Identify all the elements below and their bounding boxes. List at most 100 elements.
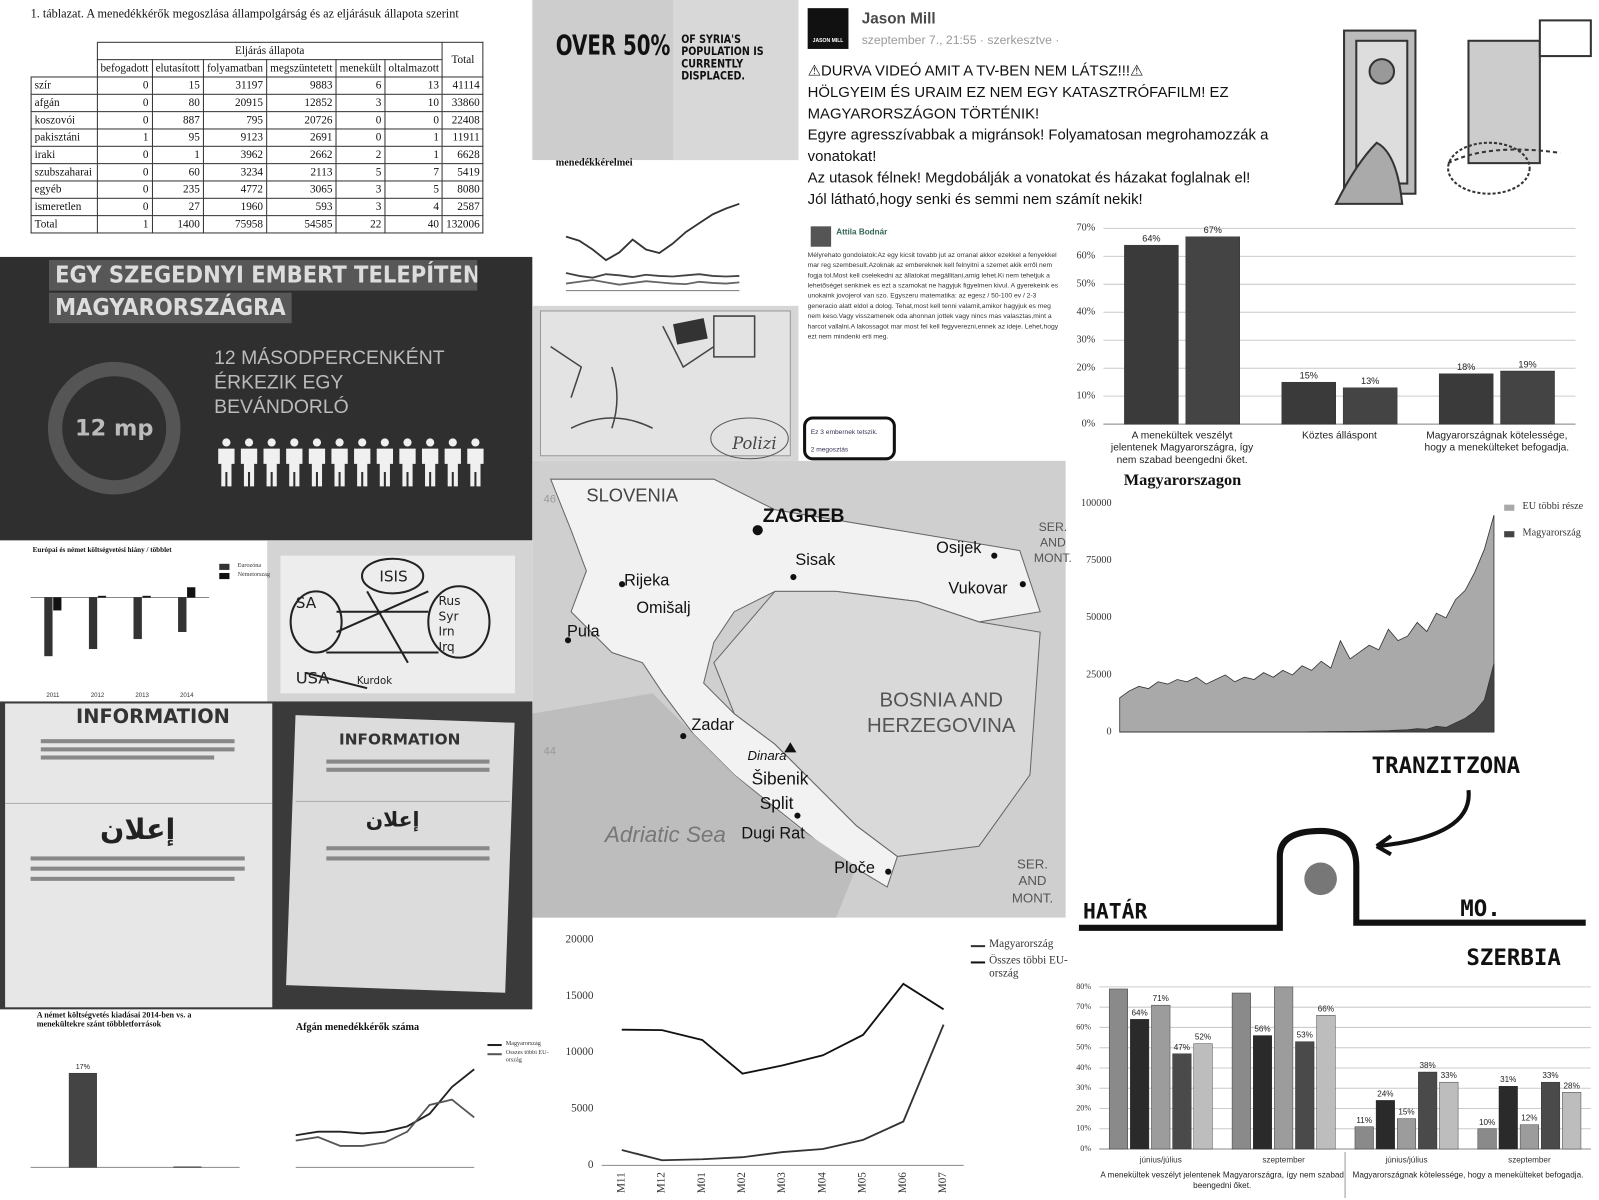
syria-headline: OVER 50%	[556, 29, 671, 61]
y-tick-label: 100000	[1081, 498, 1112, 509]
bar	[1519, 1124, 1539, 1150]
number-cell: 40	[384, 215, 444, 234]
map-label: Rijeka	[624, 571, 670, 589]
number-cell: 8080	[442, 180, 484, 199]
value-label: 15%	[1300, 370, 1318, 380]
x-tick-label: A menekültek veszélyt jelentenek Magyaro…	[1110, 430, 1254, 466]
person-icon-body	[354, 448, 371, 487]
x-tick-label: június/július	[1139, 1155, 1182, 1164]
y-tick-label: 20%	[1076, 1103, 1091, 1112]
bar	[68, 1072, 97, 1168]
bar	[1438, 373, 1494, 425]
bar	[1274, 986, 1294, 1150]
number-cell: 2662	[266, 145, 337, 165]
value-label: 33%	[1441, 1071, 1457, 1080]
banner-text-box: 12 MÁSODPERCENKÉNT ÉRKEZIK EGY BEVÁNDORL…	[214, 347, 445, 419]
map-label: Split	[760, 793, 794, 813]
number-cell: 1	[96, 128, 153, 147]
person-icon-body	[399, 448, 416, 487]
banner-text: 12 MÁSODPERCENKÉNT ÉRKEZIK EGY BEVÁNDORL…	[214, 347, 445, 419]
number-cell: 6	[335, 76, 386, 95]
legend-label: Összes többi EU-ország	[505, 1049, 549, 1064]
number-cell: 41114	[442, 76, 484, 95]
value-label: 64%	[1142, 233, 1160, 243]
map-label: Pula	[567, 622, 601, 640]
person-icon-head	[380, 438, 389, 447]
column-header: elutasított	[151, 59, 204, 78]
comment-likes: Ez 3 embernek tetszik.	[811, 429, 878, 436]
bar	[1108, 988, 1128, 1150]
value-label: 47%	[1174, 1043, 1190, 1052]
number-cell: 795	[202, 111, 268, 130]
map-label: Šibenik	[752, 769, 809, 789]
number-cell: 0	[96, 180, 153, 199]
legend-label-box: Összes többi EU-ország	[505, 1049, 549, 1064]
header-cell	[31, 42, 98, 78]
bar	[142, 595, 151, 598]
post-line: HÖLGYEIM ÉS URAIM EZ NEM EGY KATASZTRÓFA…	[807, 84, 1229, 123]
x-tick-label-box: A menekültek veszélyt jelentenek Magyaro…	[1110, 430, 1254, 466]
post-line: Az utasok félnek! Megdobálják a vonatoka…	[807, 170, 1251, 187]
table-row: szír 0 15 31197 9883 6 13 41114	[30, 76, 484, 95]
legend-label-box: EU többi része	[1522, 500, 1584, 512]
legend-label: Magyarország	[505, 1040, 541, 1047]
person-icon-body	[218, 448, 235, 487]
column-header: megszüntetett	[266, 59, 337, 78]
legend-swatch	[1504, 531, 1515, 538]
bar	[1541, 1081, 1561, 1150]
table-box: 1. táblazat. A menedékkérők megoszlása á…	[30, 6, 484, 234]
diagram-label: SZERBIA	[1466, 945, 1561, 971]
y-tick-label: 30%	[1076, 1083, 1091, 1092]
chart-title: A német költségvetés kiadásai 2014-ben v…	[36, 1011, 192, 1029]
diagram-shapes	[1078, 789, 1586, 931]
diagram-label: MO.	[1460, 896, 1501, 922]
y-tick-label: 50%	[1076, 1043, 1091, 1052]
row-label: szír	[30, 76, 98, 95]
number-cell: 13	[384, 76, 444, 95]
number-cell: 3	[335, 93, 386, 113]
column-header: menekült	[335, 59, 386, 78]
line	[565, 279, 740, 286]
bar	[1418, 1071, 1438, 1150]
number-cell: 4772	[202, 180, 268, 199]
banner-title-line: EGY SZEGEDNYI EMBERT TELEPÍTENÉNEK	[48, 259, 478, 291]
y-tick-label: 40%	[1076, 1063, 1091, 1072]
y-tick-label: 40%	[1077, 307, 1096, 318]
number-cell: 5419	[442, 163, 484, 182]
group-label-box: A menekültek veszélyt jelentenek Magyaro…	[1100, 1170, 1344, 1189]
bar	[1185, 236, 1240, 425]
row-label: pakisztáni	[30, 128, 98, 147]
banner-circle	[47, 361, 181, 495]
number-cell: 1	[384, 145, 444, 165]
person-icon-body	[331, 448, 348, 487]
legend-swatch	[219, 563, 230, 570]
number-cell: 0	[96, 197, 153, 217]
number-cell: 2113	[266, 163, 337, 182]
table-row: Total 1 1400 75958 54585 22 40 132006	[30, 215, 484, 234]
value-label: 52%	[1195, 1033, 1211, 1042]
bar	[1375, 1100, 1395, 1150]
legend-label: EU többi része	[1522, 500, 1584, 512]
bar	[1397, 1118, 1417, 1150]
map-label: Omišalj	[636, 599, 690, 617]
header-row: befogadott elutasított folyamatban megszünt…	[31, 59, 483, 78]
chart-title: Afgán menedékkérők száma	[296, 1022, 419, 1033]
info-heading: INFORMATION	[76, 705, 230, 728]
x-tick-label: M05	[857, 1172, 869, 1194]
legend-label-box: Magyarország	[505, 1040, 541, 1047]
value-label: 33%	[1542, 1071, 1558, 1080]
map-label: Vukovar	[948, 580, 1008, 598]
child-drawing	[532, 305, 799, 461]
bar	[1316, 1015, 1336, 1150]
number-cell: 5	[384, 180, 444, 199]
header-row: Eljárás állapota Total	[31, 41, 484, 78]
syria-panel-right	[673, 0, 799, 161]
diagram-label: TRANZITZONA	[1372, 753, 1521, 779]
legend-swatch	[219, 572, 230, 580]
number-cell: 95	[151, 128, 204, 147]
line	[295, 1068, 475, 1137]
column-header: oltalmazott	[384, 59, 444, 78]
table-row: egyéb 0 235 4772 3065 3 5 8080	[30, 180, 484, 199]
bar	[1252, 1035, 1273, 1150]
